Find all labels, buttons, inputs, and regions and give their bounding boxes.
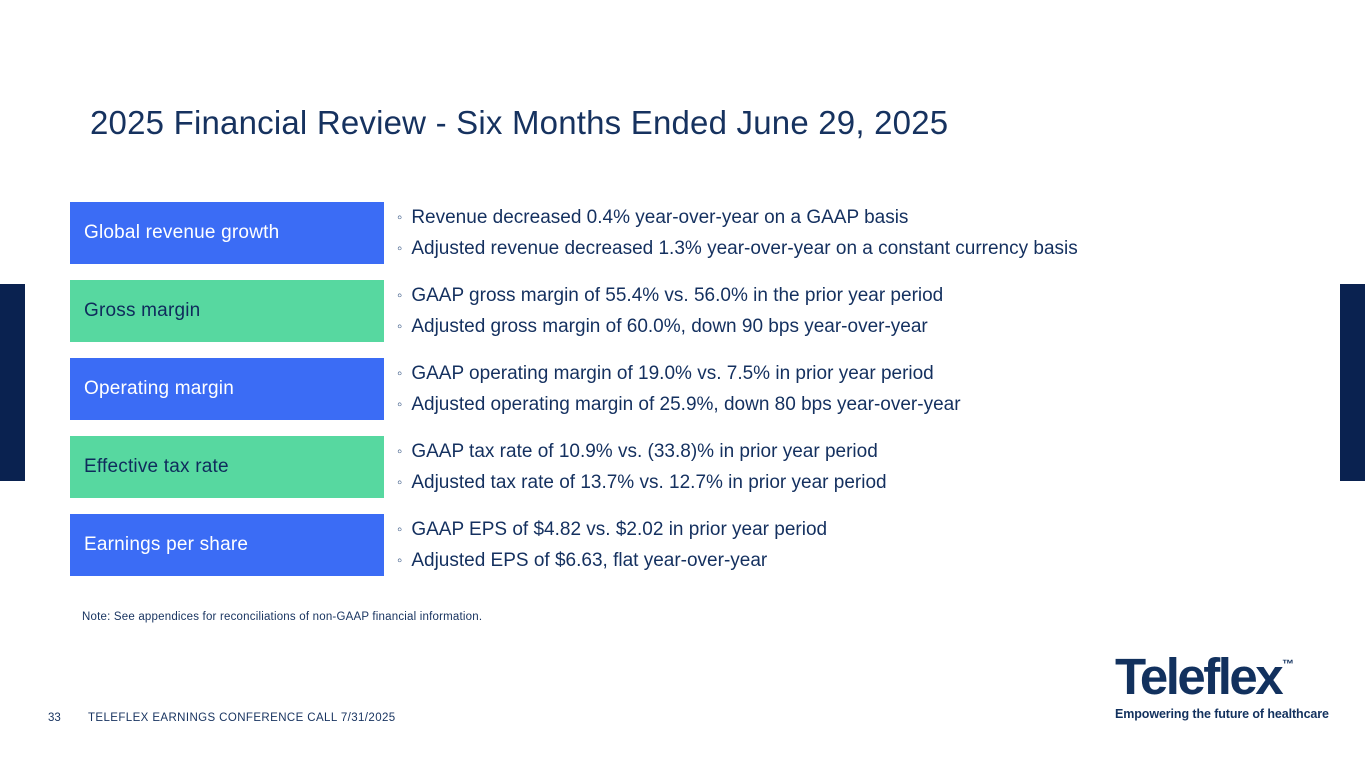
slide-title: 2025 Financial Review - Six Months Ended…	[90, 104, 949, 141]
bullet-icon: ◦	[397, 239, 403, 257]
row-bullets: ◦ GAAP operating margin of 19.0% vs. 7.5…	[397, 358, 961, 420]
bullet-text: Adjusted EPS of $6.63, flat year-over-ye…	[411, 549, 768, 571]
bullet-icon: ◦	[397, 551, 403, 569]
bullet-line: ◦ Adjusted revenue decreased 1.3% year-o…	[397, 238, 1078, 260]
bullet-text: GAAP EPS of $4.82 vs. $2.02 in prior yea…	[411, 518, 828, 540]
bullet-text: GAAP gross margin of 55.4% vs. 56.0% in …	[411, 284, 944, 306]
bullet-line: ◦ GAAP EPS of $4.82 vs. $2.02 in prior y…	[397, 519, 827, 541]
row-gross-margin: Gross margin ◦ GAAP gross margin of 55.4…	[70, 280, 1078, 342]
teleflex-logo: Teleflex™ Empowering the future of healt…	[1115, 650, 1333, 721]
trademark-symbol: ™	[1282, 657, 1295, 671]
page-number: 33	[48, 712, 61, 724]
bullet-line: ◦ Adjusted EPS of $6.63, flat year-over-…	[397, 550, 827, 572]
bullet-icon: ◦	[397, 208, 403, 226]
row-operating-margin: Operating margin ◦ GAAP operating margin…	[70, 358, 1078, 420]
bullet-text: Adjusted revenue decreased 1.3% year-ove…	[411, 237, 1078, 259]
bullet-icon: ◦	[397, 473, 403, 491]
row-earnings-per-share: Earnings per share ◦ GAAP EPS of $4.82 v…	[70, 514, 1078, 576]
row-bullets: ◦ GAAP tax rate of 10.9% vs. (33.8)% in …	[397, 436, 887, 498]
teleflex-wordmark: Teleflex™	[1115, 650, 1333, 704]
bullet-line: ◦ Adjusted operating margin of 25.9%, do…	[397, 394, 961, 416]
row-bullets: ◦ GAAP gross margin of 55.4% vs. 56.0% i…	[397, 280, 943, 342]
bullet-line: ◦ Adjusted tax rate of 13.7% vs. 12.7% i…	[397, 472, 887, 494]
bullet-line: ◦ GAAP gross margin of 55.4% vs. 56.0% i…	[397, 285, 943, 307]
bullet-icon: ◦	[397, 286, 403, 304]
row-label-earnings-per-share: Earnings per share	[70, 514, 384, 576]
row-label-effective-tax-rate: Effective tax rate	[70, 436, 384, 498]
left-accent-bar	[0, 284, 25, 481]
bullet-text: Revenue decreased 0.4% year-over-year on…	[411, 206, 909, 228]
row-effective-tax-rate: Effective tax rate ◦ GAAP tax rate of 10…	[70, 436, 1078, 498]
row-global-revenue-growth: Global revenue growth ◦ Revenue decrease…	[70, 202, 1078, 264]
bullet-icon: ◦	[397, 520, 403, 538]
footer-title: TELEFLEX EARNINGS CONFERENCE CALL 7/31/2…	[88, 712, 396, 724]
bullet-line: ◦ GAAP tax rate of 10.9% vs. (33.8)% in …	[397, 441, 887, 463]
bullet-line: ◦ Revenue decreased 0.4% year-over-year …	[397, 207, 1078, 229]
bullet-icon: ◦	[397, 395, 403, 413]
financial-review-rows: Global revenue growth ◦ Revenue decrease…	[70, 202, 1078, 576]
right-accent-bar	[1340, 284, 1365, 481]
teleflex-tagline: Empowering the future of healthcare	[1115, 706, 1329, 721]
row-label-operating-margin: Operating margin	[70, 358, 384, 420]
bullet-icon: ◦	[397, 442, 403, 460]
bullet-text: Adjusted gross margin of 60.0%, down 90 …	[411, 315, 928, 337]
bullet-line: ◦ GAAP operating margin of 19.0% vs. 7.5…	[397, 363, 961, 385]
row-bullets: ◦ Revenue decreased 0.4% year-over-year …	[397, 202, 1078, 264]
bullet-text: GAAP operating margin of 19.0% vs. 7.5% …	[411, 362, 934, 384]
bullet-text: GAAP tax rate of 10.9% vs. (33.8)% in pr…	[411, 440, 878, 462]
bullet-text: Adjusted tax rate of 13.7% vs. 12.7% in …	[411, 471, 887, 493]
bullet-icon: ◦	[397, 364, 403, 382]
row-label-gross-margin: Gross margin	[70, 280, 384, 342]
row-bullets: ◦ GAAP EPS of $4.82 vs. $2.02 in prior y…	[397, 514, 827, 576]
bullet-text: Adjusted operating margin of 25.9%, down…	[411, 393, 961, 415]
row-label-global-revenue-growth: Global revenue growth	[70, 202, 384, 264]
logo-text: Teleflex	[1115, 648, 1284, 705]
non-gaap-note: Note: See appendices for reconciliations…	[82, 611, 483, 623]
bullet-line: ◦ Adjusted gross margin of 60.0%, down 9…	[397, 316, 943, 338]
bullet-icon: ◦	[397, 317, 403, 335]
